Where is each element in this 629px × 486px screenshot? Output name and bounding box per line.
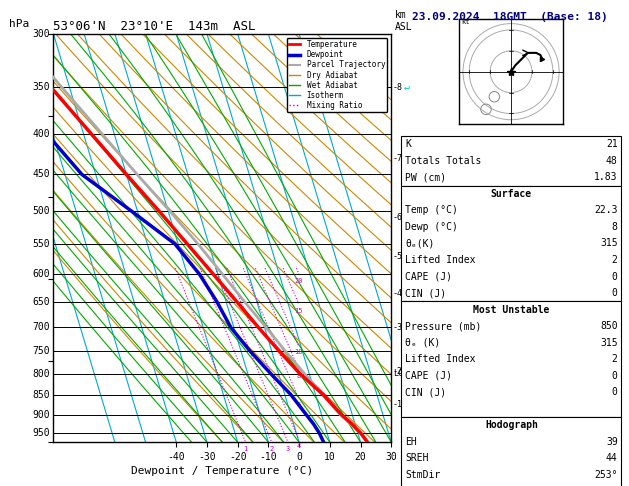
Text: 4: 4 [296, 443, 301, 449]
Text: 700: 700 [33, 323, 50, 332]
Text: PW (cm): PW (cm) [405, 173, 446, 182]
Text: 600: 600 [33, 269, 50, 279]
Text: CAPE (J): CAPE (J) [405, 272, 452, 281]
Text: Pressure (mb): Pressure (mb) [405, 321, 481, 331]
Text: -4: -4 [393, 289, 403, 298]
Text: 1.83: 1.83 [594, 173, 618, 182]
Text: Dewp (°C): Dewp (°C) [405, 222, 458, 232]
Text: 8: 8 [612, 222, 618, 232]
Text: Temp (°C): Temp (°C) [405, 206, 458, 215]
Text: Hodograph: Hodograph [485, 420, 538, 430]
Legend: Temperature, Dewpoint, Parcel Trajectory, Dry Adiabat, Wet Adiabat, Isotherm, Mi: Temperature, Dewpoint, Parcel Trajectory… [287, 38, 387, 112]
Text: Totals Totals: Totals Totals [405, 156, 481, 166]
Text: StmDir: StmDir [405, 470, 440, 480]
Text: 950: 950 [33, 428, 50, 438]
Text: © weatheronline.co.uk: © weatheronline.co.uk [459, 474, 564, 484]
Text: 10: 10 [294, 349, 303, 355]
Text: 21: 21 [606, 139, 618, 149]
Text: θₑ (K): θₑ (K) [405, 338, 440, 347]
Text: kt: kt [461, 18, 469, 25]
X-axis label: Dewpoint / Temperature (°C): Dewpoint / Temperature (°C) [131, 466, 313, 476]
Text: 850: 850 [600, 321, 618, 331]
Text: 500: 500 [33, 206, 50, 216]
Text: Lifted Index: Lifted Index [405, 354, 476, 364]
Text: 15: 15 [294, 308, 303, 313]
Text: 8: 8 [297, 373, 301, 380]
Text: -3: -3 [393, 323, 403, 332]
Text: 0: 0 [612, 371, 618, 381]
Text: -1: -1 [393, 400, 403, 409]
Text: 350: 350 [33, 83, 50, 92]
Text: θₑ(K): θₑ(K) [405, 239, 435, 248]
Text: Most Unstable: Most Unstable [473, 305, 550, 314]
Text: 800: 800 [33, 369, 50, 379]
Text: 2: 2 [612, 354, 618, 364]
Text: 3: 3 [286, 446, 290, 452]
Text: -5: -5 [393, 252, 403, 261]
Text: 22.3: 22.3 [594, 206, 618, 215]
Text: hPa: hPa [9, 19, 30, 29]
Text: 550: 550 [33, 239, 50, 249]
Text: 0: 0 [612, 387, 618, 397]
Text: ↵: ↵ [404, 213, 409, 223]
Text: 53°06'N  23°10'E  143m  ASL: 53°06'N 23°10'E 143m ASL [53, 20, 256, 33]
Text: km
ASL: km ASL [394, 10, 412, 32]
Text: CIN (J): CIN (J) [405, 387, 446, 397]
Text: 0: 0 [612, 288, 618, 298]
Text: 400: 400 [33, 129, 50, 139]
Text: 44: 44 [606, 453, 618, 463]
Text: ●: ● [407, 367, 412, 376]
Text: 0: 0 [612, 272, 618, 281]
Text: CIN (J): CIN (J) [405, 288, 446, 298]
Text: LCL: LCL [393, 369, 408, 378]
Text: 2: 2 [270, 446, 274, 452]
Text: -7: -7 [393, 154, 403, 163]
Text: 48: 48 [606, 156, 618, 166]
Text: ↵: ↵ [404, 251, 409, 261]
Text: 1: 1 [243, 446, 248, 452]
Text: 20: 20 [295, 278, 303, 284]
Text: 750: 750 [33, 347, 50, 356]
Text: Surface: Surface [491, 189, 532, 199]
Text: 39: 39 [606, 437, 618, 447]
Text: ●: ● [407, 289, 412, 298]
Text: 2: 2 [612, 255, 618, 265]
Text: SREH: SREH [405, 453, 428, 463]
Text: K: K [405, 139, 411, 149]
Text: 650: 650 [33, 297, 50, 307]
Text: 23.09.2024  18GMT  (Base: 18): 23.09.2024 18GMT (Base: 18) [411, 12, 608, 22]
Text: 900: 900 [33, 410, 50, 419]
Text: 315: 315 [600, 239, 618, 248]
Text: 450: 450 [33, 170, 50, 179]
Text: ↵: ↵ [404, 83, 409, 92]
Text: -2: -2 [393, 367, 403, 376]
Text: 300: 300 [33, 29, 50, 39]
Text: 850: 850 [33, 390, 50, 400]
Text: -6: -6 [393, 213, 403, 222]
Text: Lifted Index: Lifted Index [405, 255, 476, 265]
Text: 6: 6 [296, 402, 301, 408]
Text: CAPE (J): CAPE (J) [405, 371, 452, 381]
Text: 253°: 253° [594, 470, 618, 480]
Text: 315: 315 [600, 338, 618, 347]
Text: EH: EH [405, 437, 417, 447]
Text: -8: -8 [393, 83, 403, 92]
Text: Mixing Ratio (g/kg): Mixing Ratio (g/kg) [421, 252, 430, 347]
